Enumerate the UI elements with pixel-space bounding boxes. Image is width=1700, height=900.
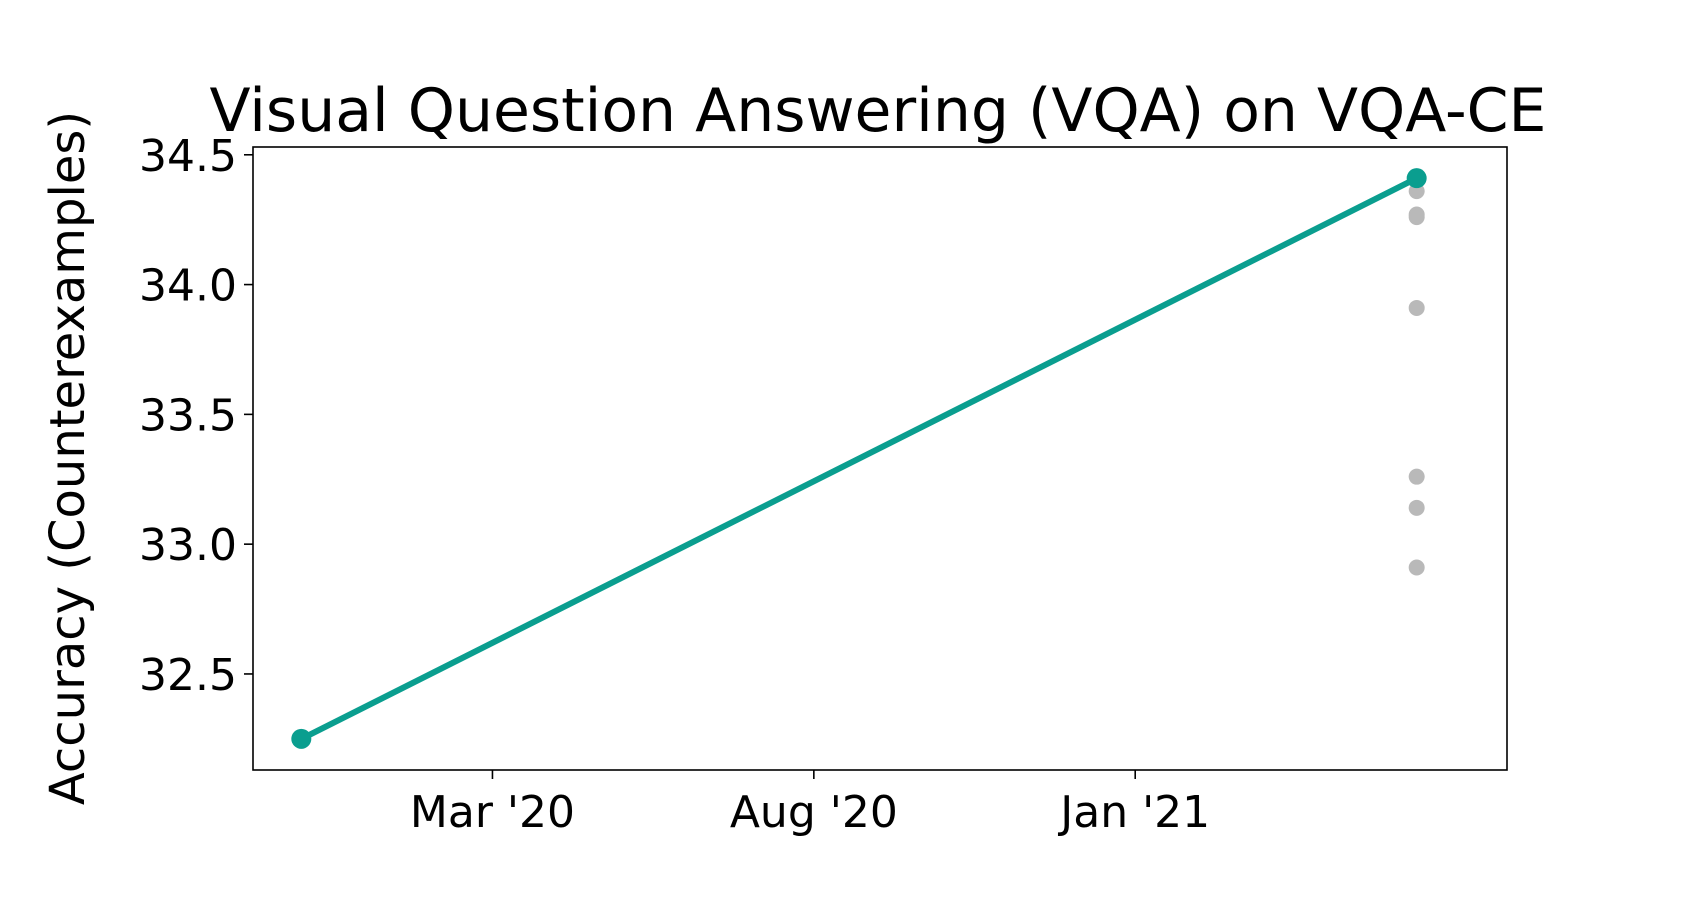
sota-line: [299, 175, 1419, 742]
other-model-point: [1408, 209, 1425, 226]
x-tick-label: Jan '21: [1057, 787, 1210, 838]
x-tick-label: Mar '20: [410, 787, 575, 838]
plot-area-frame: [252, 146, 1508, 771]
y-tick-label: 34.5: [139, 131, 237, 182]
sota-point: [1406, 168, 1427, 189]
other-model-point: [1408, 299, 1425, 316]
data-marks: [291, 168, 1427, 749]
sota-point: [291, 728, 312, 749]
x-axis-ticks: Mar '20 Aug '20 Jan '21: [410, 770, 1210, 838]
y-tick-label: 33.5: [139, 390, 237, 441]
y-tick-label: 32.5: [139, 650, 237, 701]
other-model-point: [1408, 559, 1425, 576]
y-tick-label: 34.0: [139, 261, 237, 312]
y-axis-label-group: Accuracy (Counterexamples): [40, 111, 96, 805]
y-tick-label: 33.0: [139, 520, 237, 571]
x-tick-label: Aug '20: [730, 787, 898, 838]
y-axis-label: Accuracy (Counterexamples): [40, 111, 96, 805]
other-model-point: [1408, 499, 1425, 516]
other-model-point: [1408, 468, 1425, 485]
chart-title: Visual Question Answering (VQA) on VQA-C…: [210, 76, 1547, 146]
y-axis-ticks: 32.5 33.0 33.5 34.0 34.5: [139, 131, 253, 701]
